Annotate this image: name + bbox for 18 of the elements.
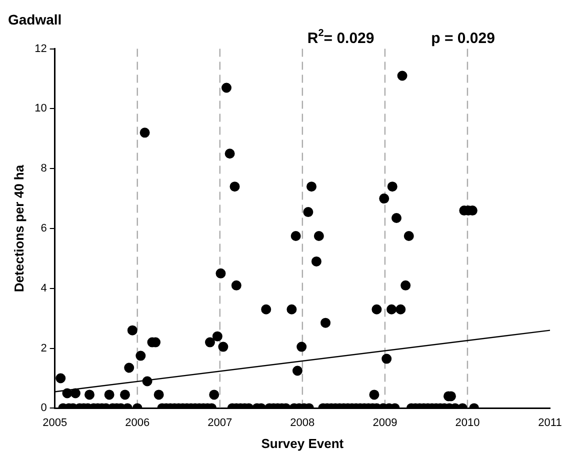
y-tick-label: 0 [40, 402, 47, 414]
x-tick-label: 2005 [42, 416, 68, 429]
x-tick-label: 2007 [208, 416, 232, 429]
y-tick-label: 6 [40, 222, 47, 235]
x-axis-title: Survey Event [261, 436, 344, 451]
x-tick-label: 2010 [455, 416, 480, 429]
y-tick-label: 2 [40, 342, 47, 354]
x-tick-label: 2011 [538, 416, 562, 429]
text: p = 0.029 [431, 30, 495, 47]
y-axis-title: Detections per 40 ha [11, 164, 26, 292]
y-tick-label: 8 [40, 162, 47, 175]
y-tick-label: 10 [34, 102, 47, 115]
x-tick-label: 2009 [372, 416, 398, 429]
chart-title: Gadwall [8, 11, 62, 28]
y-tick-label: 12 [34, 42, 47, 55]
x-tick-label: 2006 [125, 416, 150, 429]
y-tick-label: 4 [40, 282, 47, 294]
x-tick-label: 2008 [290, 416, 315, 429]
